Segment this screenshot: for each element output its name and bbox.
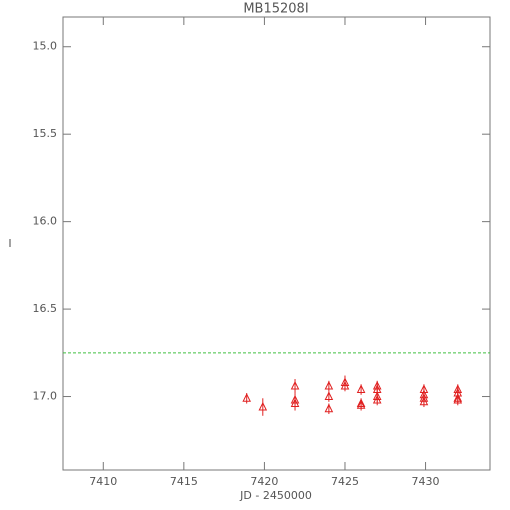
y-tick-label: 16.5	[33, 302, 58, 315]
point	[419, 396, 429, 406]
point	[324, 391, 334, 401]
x-axis-label: JD - 2450000	[239, 489, 312, 502]
point	[372, 394, 382, 404]
point	[324, 403, 334, 413]
y-tick-label: 15.0	[33, 40, 58, 53]
point	[356, 384, 366, 394]
x-tick-label: 7420	[250, 475, 278, 488]
x-tick-label: 7410	[89, 475, 117, 488]
y-axis-label: I	[8, 237, 11, 250]
plot-frame	[62, 16, 491, 471]
point	[356, 400, 366, 409]
point	[453, 394, 463, 404]
chart-title: MB15208I	[243, 2, 308, 17]
point	[258, 401, 268, 411]
point	[324, 380, 334, 390]
point	[242, 393, 252, 402]
x-tick-label: 7425	[331, 475, 359, 488]
y-tick-label: 15.5	[33, 127, 58, 140]
point	[340, 380, 350, 390]
y-tick-label: 16.0	[33, 215, 58, 228]
point	[290, 398, 300, 408]
y-tick-label: 17.0	[33, 390, 58, 403]
x-tick-label: 7415	[170, 475, 198, 488]
x-tick-label: 7430	[412, 475, 440, 488]
point	[290, 380, 300, 390]
